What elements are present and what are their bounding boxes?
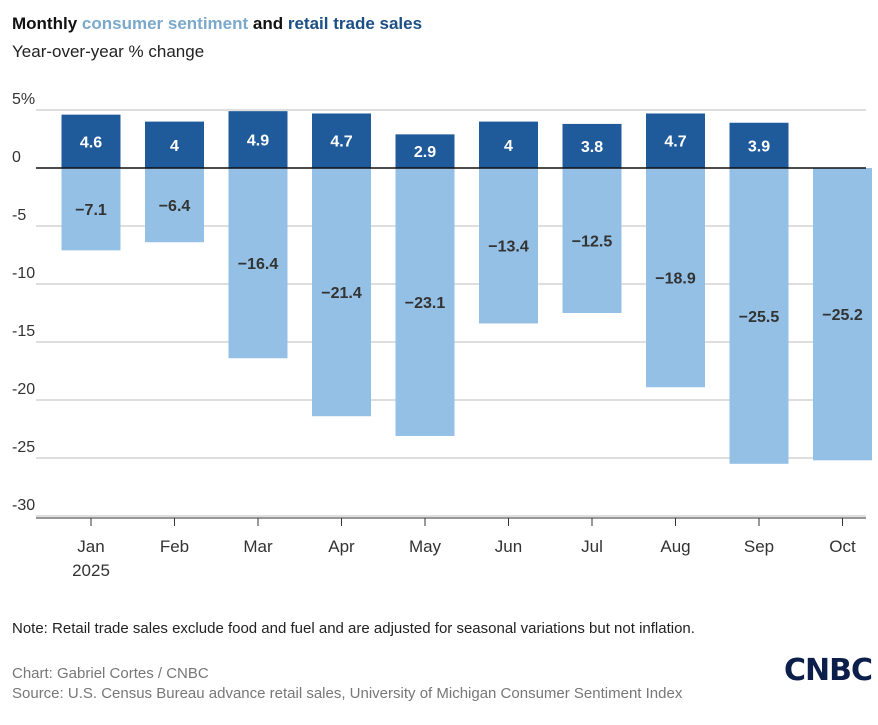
x-tick-label: Jan: [77, 537, 104, 556]
consumer-sentiment-label: −6.4: [159, 198, 191, 215]
x-tick-label: May: [409, 537, 442, 556]
title-text: Monthly: [12, 14, 78, 33]
retail-sales-bar: [562, 123, 622, 168]
retail-sales-label: 4.6: [80, 134, 102, 151]
retail-sales-bar: [729, 122, 789, 168]
note: Note: Retail trade sales exclude food an…: [12, 620, 695, 637]
cnbc-logo: CNBC: [784, 653, 873, 688]
consumer-sentiment-bar: [312, 168, 371, 417]
x-tick-label: Mar: [243, 537, 273, 556]
retail-sales-label: 4.7: [330, 134, 352, 151]
chart-title: Monthly consumer sentiment and retail tr…: [12, 14, 422, 34]
consumer-sentiment-bar: [562, 168, 622, 313]
chart-subtitle: Year-over-year % change: [12, 42, 205, 61]
retail-sales-label: 4.9: [247, 133, 269, 150]
retail-sales-label: 3.8: [581, 139, 603, 156]
retail-sales-label: 2.9: [414, 144, 436, 161]
consumer-sentiment-label: −7.1: [75, 202, 107, 219]
consumer-sentiment-bar: [228, 168, 288, 359]
consumer-sentiment-bar: [479, 168, 538, 324]
y-tick-label: -5: [12, 207, 26, 224]
x-year-label: 2025: [72, 561, 110, 580]
y-tick-label: -25: [12, 439, 35, 456]
title-retail-trade-sales: retail trade sales: [287, 14, 423, 33]
x-tick-label: Feb: [160, 537, 189, 556]
y-tick-label: 5%: [12, 91, 35, 108]
x-tick-label: Jul: [581, 537, 603, 556]
retail-sales-label: 4: [170, 138, 179, 155]
consumer-sentiment-bar: [729, 168, 789, 464]
x-tick-label: Sep: [744, 537, 774, 556]
retail-sales-bar: [395, 134, 455, 168]
retail-sales-label: 4: [504, 138, 513, 155]
consumer-sentiment-label: −16.4: [238, 256, 279, 273]
y-tick-label: -20: [12, 381, 35, 398]
consumer-sentiment-bar: [813, 168, 872, 461]
title-text: and: [252, 14, 284, 33]
x-tick-label: Jun: [495, 537, 522, 556]
y-tick-label: -15: [12, 323, 35, 340]
consumer-sentiment-label: −25.2: [822, 307, 863, 324]
retail-sales-label: 3.9: [748, 138, 770, 155]
retail-sales-bar: [228, 111, 288, 168]
y-tick-label: 0: [12, 149, 21, 166]
consumer-sentiment-bar: [61, 168, 121, 251]
x-tick-label: Apr: [328, 537, 355, 556]
chart-credit: Chart: Gabriel Cortes / CNBC: [12, 665, 209, 682]
y-tick-label: -10: [12, 265, 35, 282]
x-tick-label: Aug: [660, 537, 690, 556]
consumer-sentiment-label: −23.1: [405, 295, 446, 312]
y-tick-label: -30: [12, 497, 35, 514]
retail-sales-label: 4.7: [664, 134, 686, 151]
retail-sales-bar: [145, 121, 204, 168]
source: Source: U.S. Census Bureau advance retai…: [12, 685, 683, 702]
retail-sales-bar: [312, 113, 371, 168]
consumer-sentiment-label: −21.4: [321, 285, 362, 302]
credits: Chart: Gabriel Cortes / CNBC Source: U.S.…: [12, 664, 772, 704]
retail-sales-bar: [479, 121, 538, 168]
consumer-sentiment-label: −12.5: [572, 234, 613, 251]
bar-chart: 5% 0 -5 -10 -15 -20 -25 -30 −7.1 4.6 Jan 2025 −6.4 4 F…: [12, 91, 872, 580]
consumer-sentiment-label: −13.4: [488, 239, 529, 256]
consumer-sentiment-bar: [145, 168, 204, 243]
consumer-sentiment-label: −25.5: [739, 309, 780, 326]
retail-sales-bar: [61, 114, 121, 168]
title-consumer-sentiment: consumer sentiment: [81, 14, 249, 33]
consumer-sentiment-bar: [395, 168, 455, 436]
x-tick-label: Oct: [829, 537, 856, 556]
retail-sales-bar: [646, 113, 705, 168]
consumer-sentiment-label: −18.9: [655, 271, 696, 288]
consumer-sentiment-bar: [646, 168, 705, 388]
